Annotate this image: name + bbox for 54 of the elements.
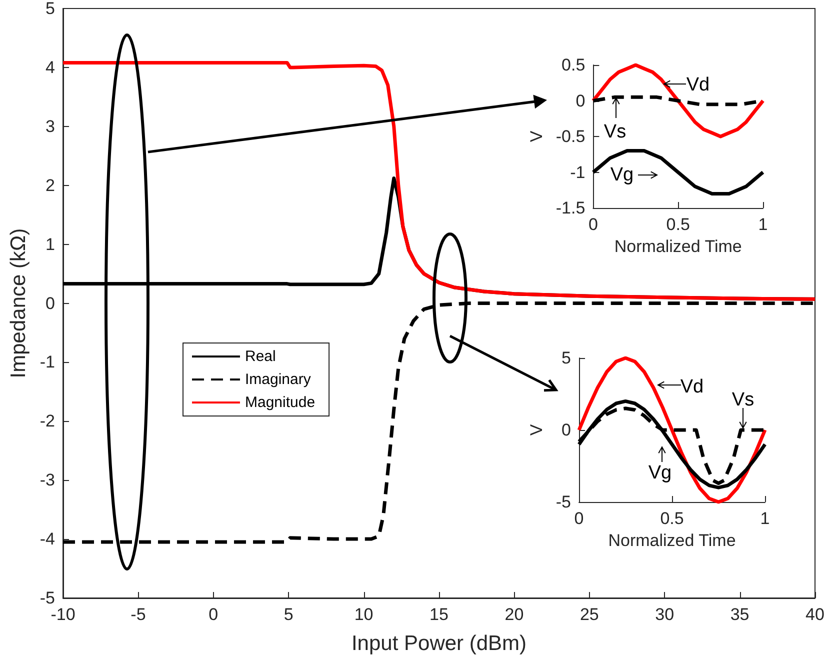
y-axis-title: V <box>527 424 546 436</box>
x-tick-label: 0 <box>588 215 598 234</box>
x-tick-label: 20 <box>504 605 524 624</box>
annotation: Vs <box>732 390 754 410</box>
y-tick-label: 0 <box>576 91 586 110</box>
line-series <box>577 356 767 504</box>
y-tick-label: 0 <box>562 420 572 440</box>
y-tick-label: 1 <box>46 234 56 254</box>
x-tick-label: -10 <box>50 605 76 624</box>
annotation: Vd <box>680 376 704 398</box>
x-tick-label: 0.5 <box>666 215 690 234</box>
y-tick-label: 0 <box>46 294 56 313</box>
legend-label: Imaginary <box>245 371 312 388</box>
line-series <box>591 149 765 196</box>
annotation: Vg <box>610 164 634 186</box>
legend-label: Real <box>245 348 276 365</box>
x-tick-label: 0.5 <box>660 509 684 528</box>
line-series <box>591 63 765 138</box>
y-tick-label: 5 <box>562 348 572 368</box>
y-axis-title: V <box>527 130 546 142</box>
y-tick-label: 4 <box>46 58 56 77</box>
y-tick-label: -5 <box>556 492 572 512</box>
x-axis-title: Input Power (dBm) <box>351 632 527 655</box>
annotation: Vs <box>604 122 626 142</box>
y-tick-label: -1 <box>40 352 56 372</box>
x-tick-label: 1 <box>758 215 768 234</box>
y-tick-label: 0.5 <box>562 56 586 74</box>
y-tick-label: 2 <box>46 176 56 195</box>
y-axis-title: Impedance (kΩ) <box>7 228 30 378</box>
y-tick-label: -4 <box>40 530 56 549</box>
x-tick-label: 5 <box>284 605 294 624</box>
x-tick-label: 10 <box>354 605 374 624</box>
y-tick-label: -5 <box>40 588 56 608</box>
x-tick-label: 30 <box>655 605 674 624</box>
line-series <box>61 60 817 301</box>
y-tick-label: -2 <box>40 412 56 431</box>
x-tick-label: 15 <box>430 605 448 624</box>
x-axis-title: Normalized Time <box>614 237 742 256</box>
x-tick-label: 35 <box>730 605 750 624</box>
y-tick-label: 3 <box>46 116 56 136</box>
y-tick-label: 5 <box>46 0 56 18</box>
x-tick-label: 40 <box>806 605 824 624</box>
y-tick-label: -0.5 <box>556 127 586 146</box>
x-tick-label: 25 <box>580 605 599 624</box>
annotation: Vd <box>686 74 710 96</box>
x-axis-title: Normalized Time <box>608 531 736 550</box>
y-tick-label: -3 <box>40 470 56 490</box>
legend-label: Magnitude <box>245 394 316 411</box>
y-tick-label: -1 <box>570 162 586 182</box>
annotation: Vg <box>648 462 672 484</box>
x-tick-label: -5 <box>130 605 146 624</box>
x-tick-label: 0 <box>208 605 218 624</box>
x-tick-label: 1 <box>760 509 770 528</box>
y-tick-label: -1.5 <box>556 198 586 218</box>
